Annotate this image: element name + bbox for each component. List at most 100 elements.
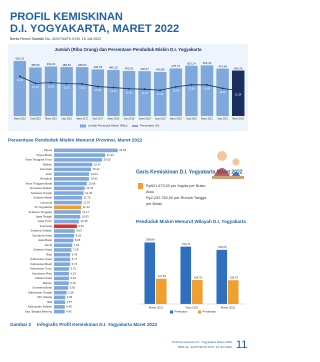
data-label: 12,28: [173, 89, 180, 93]
legend-label: Perdesaan: [203, 310, 217, 314]
poverty-line-text: Rp521.673,00 per Kapita per Bulan: [146, 184, 206, 188]
data-label: 13,34: [48, 84, 55, 88]
y-tick-label: Banten: [43, 281, 52, 285]
y-tick-label: Papua: [44, 148, 53, 152]
data-label: 138,70: [229, 275, 238, 279]
x-tick-label: Sept 2018: [124, 118, 135, 121]
legend-swatch: [198, 310, 201, 314]
x-tick-label: Maret 2020: [170, 118, 182, 121]
bar: [54, 309, 65, 314]
data-label: 12,36: [95, 88, 102, 92]
y-tick-label: Maluku Utara: [35, 276, 52, 280]
bar: [153, 71, 167, 116]
data-label: 15,97: [94, 162, 101, 166]
page-number: 11: [236, 339, 247, 351]
bar: [54, 271, 69, 276]
caption-label: Gambar 2: [10, 322, 32, 327]
y-tick-label: Sulawesi Selatan: [31, 229, 53, 233]
y-tick-label: Nusa Tenggara Timur: [25, 158, 52, 162]
data-label: 10,93: [82, 215, 89, 219]
data-label: 13,02: [79, 86, 86, 90]
data-label: 4,69: [67, 295, 73, 299]
data-label: 11,44: [157, 92, 164, 96]
data-label: 316,05: [218, 245, 227, 249]
y-tick-label: Sumatera Barat: [32, 286, 52, 290]
data-label: 6,31: [71, 267, 77, 271]
y-tick-label: Indonesia: [40, 224, 53, 228]
data-label: 475,72: [172, 64, 181, 68]
bar: [91, 69, 105, 116]
y-tick-label: Kep. Bangka Belitung: [25, 309, 52, 313]
y-tick-label: Papua Barat: [36, 153, 52, 157]
data-label: 12,79: [86, 186, 93, 190]
data-label: 485,56: [31, 63, 40, 67]
bar: [54, 153, 106, 157]
data-label: 13,16: [32, 85, 39, 89]
data-label: 14,62: [91, 177, 98, 181]
data-label: 440,89: [156, 68, 165, 72]
bar: [231, 70, 245, 116]
data-label: 9,54: [78, 224, 84, 228]
x-tick-label: Maret 2022: [221, 306, 236, 310]
y-tick-label: Kalimantan Timur: [30, 267, 52, 271]
y-tick-label: Aceh: [46, 172, 53, 176]
y-tick-label: Bengkulu: [40, 177, 52, 181]
data-label: 450,25: [125, 67, 134, 71]
data-label: 550,23: [16, 57, 25, 61]
data-label: 488,53: [78, 63, 87, 67]
x-tick-label: Sept 2021: [186, 306, 199, 310]
bar: [29, 67, 42, 116]
data-label: 6,73: [72, 262, 78, 266]
data-label: 4,57: [66, 300, 72, 304]
bar: [54, 162, 93, 167]
poverty-line-text: Atau: [146, 190, 154, 194]
x-tick-label: Maret 2016: [45, 118, 57, 121]
data-label: 6,23: [70, 276, 76, 280]
icon: [138, 183, 143, 189]
page: { "header": { "title": ["PROFIL KEMISKIN…: [8, 10, 248, 351]
data-label: 8,06: [75, 238, 81, 242]
x-tick-label: Maret 2021: [201, 118, 213, 121]
bar: [216, 249, 228, 304]
bar: [54, 200, 82, 205]
x-tick-label: Maret 2017: [76, 118, 88, 121]
data-label: 6,24: [70, 271, 76, 275]
data-label: 448,47: [140, 67, 149, 71]
y-tick-label: DI Yogyakarta: [35, 205, 53, 209]
data-label: 20,05: [104, 158, 111, 162]
data-label: 5,92: [70, 286, 76, 290]
x-tick-label: Sept 2020: [186, 118, 197, 121]
data-label: 503,14: [187, 61, 196, 65]
data-label: 11,91: [219, 90, 226, 94]
data-label: 12,33: [85, 191, 92, 195]
data-label: 460,10: [109, 66, 118, 70]
percent-line: [19, 75, 239, 92]
data-label: 12,13: [110, 89, 117, 93]
data-label: 5,28: [68, 290, 74, 294]
y-tick-label: Lampung: [40, 200, 52, 204]
y-tick-label: Maluku: [43, 162, 52, 166]
data-label: 474,49: [218, 64, 227, 68]
y-tick-label: Jawa Timur: [38, 219, 52, 223]
bar: [54, 205, 82, 210]
bar: [54, 238, 74, 243]
data-label: 7,28: [73, 248, 79, 252]
data-label: 11,57: [83, 200, 90, 204]
title-line: D.I. YOGYAKARTA, MARET 2022: [10, 23, 179, 35]
bar: [122, 70, 136, 116]
x-tick-label: Sept 2019: [155, 118, 166, 121]
data-label: 494,94: [47, 62, 56, 66]
x-tick-label: Sept 2015: [30, 118, 41, 121]
bar: [156, 278, 167, 304]
x-tick-label: Sept 2017: [93, 118, 104, 121]
data-label: 466,33: [94, 65, 103, 69]
data-label: 21,33: [107, 153, 114, 157]
y-tick-label: Jambi: [45, 243, 53, 247]
y-tick-label: Jawa Barat: [38, 238, 52, 242]
bar: [54, 281, 69, 285]
y-tick-label: Kalimantan Barat: [31, 262, 53, 266]
y-tick-label: Nusa Tenggara Barat: [26, 181, 53, 185]
chart-title: Penduduk Miskin Menurut Wilayah D.I. Yog…: [136, 219, 246, 224]
data-label: 11,34: [83, 205, 90, 209]
bar: [200, 65, 214, 116]
